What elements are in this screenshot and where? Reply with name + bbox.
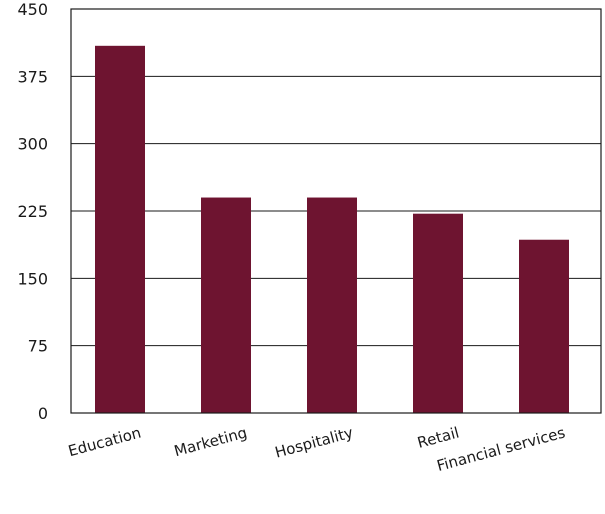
y-tick-label: 150 [17,269,48,288]
y-axis-ticks: 0 75 150 225 300 375 450 [17,0,48,423]
x-category-label: Education [66,423,143,460]
y-tick-label: 225 [17,202,48,221]
bar-education [95,45,145,413]
bar-retail [413,213,463,413]
y-tick-label: 0 [38,404,48,423]
y-tick-label: 75 [28,337,48,356]
y-tick-label: 375 [17,67,48,86]
x-category-label: Hospitality [273,423,355,461]
bar-hospitality [307,197,357,413]
bar-marketing [201,197,251,413]
x-category-label: Marketing [172,423,249,460]
bars [95,45,569,413]
y-tick-label: 300 [17,135,48,154]
bar-financial-services [519,239,569,413]
x-axis-labels: Education Marketing Hospitality RetailFinan… [66,423,567,475]
plot-frame [70,8,602,414]
x-category-label: Retail [415,423,461,451]
y-tick-label: 450 [17,0,48,19]
